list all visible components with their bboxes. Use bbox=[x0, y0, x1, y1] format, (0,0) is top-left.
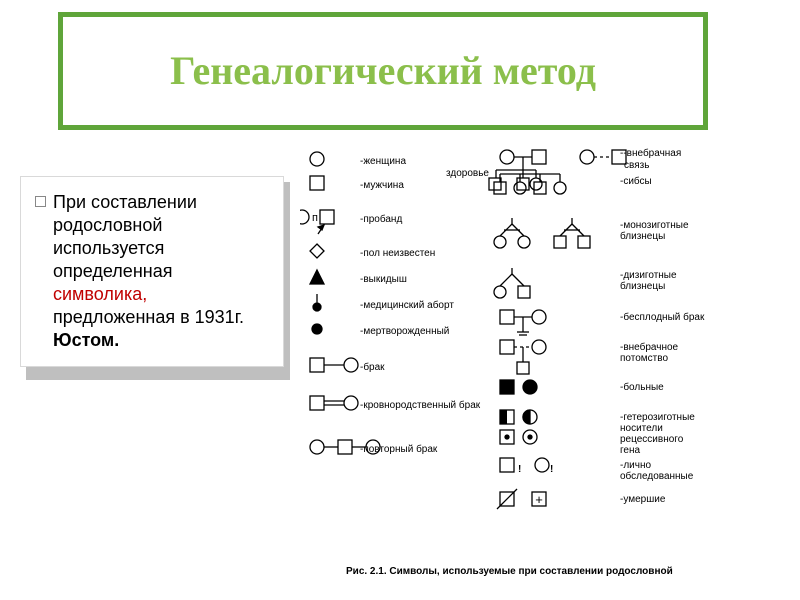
svg-text:близнецы: близнецы bbox=[620, 230, 665, 242]
svg-text:-пробанд: -пробанд bbox=[360, 213, 402, 225]
svg-text:-брак: -брак bbox=[360, 361, 385, 373]
svg-text:!: ! bbox=[518, 464, 521, 475]
svg-text:-дизиготные: -дизиготные bbox=[620, 270, 677, 281]
svg-text:-умершие: -умершие bbox=[620, 494, 666, 505]
svg-text:-пол неизвестен: -пол неизвестен bbox=[360, 248, 435, 259]
svg-text:--внебрачная: --внебрачная bbox=[620, 147, 681, 159]
svg-text:гена: гена bbox=[620, 445, 641, 456]
svg-text:-бесплодный брак: -бесплодный брак bbox=[620, 311, 705, 323]
svg-text:+: + bbox=[535, 492, 543, 507]
svg-text:-женщина: -женщина bbox=[360, 156, 406, 167]
svg-text:-выкидыш: -выкидыш bbox=[360, 274, 407, 285]
svg-text:связь: связь bbox=[624, 160, 649, 171]
svg-text:-мужчина: -мужчина bbox=[360, 180, 404, 191]
svg-text:обследованные: обследованные bbox=[620, 470, 694, 482]
title-text: Генеалогический метод bbox=[170, 49, 596, 93]
svg-text:-мертворожденный: -мертворожденный bbox=[360, 326, 449, 337]
figure-caption-text: Рис. 2.1. Символы, используемые при сост… bbox=[346, 566, 673, 577]
paragraph-box: При составлении родословной используется… bbox=[20, 176, 284, 374]
svg-text:-монозиготные: -монозиготные bbox=[620, 220, 689, 231]
svg-text:-больные: -больные bbox=[620, 381, 664, 393]
svg-text:п: п bbox=[312, 212, 318, 224]
pedigree-symbols-svg: -женщина -мужчина п -пробанд -пол неизвестен… bbox=[300, 140, 770, 560]
svg-text:-гетерозиготные: -гетерозиготные bbox=[620, 412, 695, 423]
bullet-icon bbox=[35, 196, 46, 207]
svg-text:-внебрачное: -внебрачное bbox=[620, 341, 679, 353]
svg-text:-повторный брак: -повторный брак bbox=[360, 443, 438, 455]
paragraph-text: При составлении родословной используется… bbox=[37, 191, 267, 352]
svg-text:-кровнородственный брак: -кровнородственный брак bbox=[360, 399, 481, 411]
svg-text:носители: носители bbox=[620, 423, 663, 434]
svg-text:здоровье: здоровье bbox=[446, 168, 489, 179]
paragraph-inner: При составлении родословной используется… bbox=[20, 176, 284, 367]
svg-text:-сибсы: -сибсы bbox=[620, 175, 652, 187]
svg-text:-медицинский аборт: -медицинский аборт bbox=[360, 299, 454, 311]
svg-text:близнецы: близнецы bbox=[620, 280, 665, 292]
svg-text:!: ! bbox=[550, 464, 553, 475]
title-box: Генеалогический метод bbox=[58, 12, 708, 130]
svg-text:рецессивного: рецессивного bbox=[620, 434, 684, 445]
svg-text:-лично: -лично bbox=[620, 460, 651, 471]
figure-caption: Рис. 2.1. Символы, используемые при сост… bbox=[346, 566, 673, 577]
svg-text:потомство: потомство bbox=[620, 353, 668, 364]
pedigree-symbols-diagram: -женщина -мужчина п -пробанд -пол неизвестен… bbox=[300, 140, 770, 560]
